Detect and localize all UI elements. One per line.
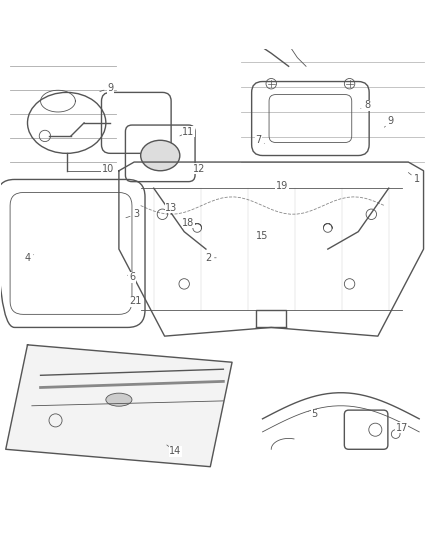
Text: 10: 10	[102, 164, 114, 174]
Text: 1: 1	[408, 173, 420, 184]
Text: 8: 8	[361, 100, 370, 110]
Ellipse shape	[141, 140, 180, 171]
Text: 14: 14	[167, 445, 182, 456]
Text: 6: 6	[127, 272, 135, 282]
Text: 9: 9	[100, 83, 113, 93]
Ellipse shape	[106, 393, 132, 406]
Text: 17: 17	[396, 423, 408, 433]
Polygon shape	[6, 345, 232, 467]
Text: 19: 19	[276, 181, 288, 191]
Text: 18: 18	[182, 218, 194, 228]
Text: 12: 12	[193, 164, 205, 174]
Text: 11: 11	[180, 126, 194, 136]
Text: 4: 4	[25, 253, 34, 263]
Text: 5: 5	[308, 409, 318, 419]
Text: 13: 13	[165, 203, 177, 213]
Text: 7: 7	[255, 135, 265, 146]
Text: 15: 15	[256, 231, 268, 241]
Text: 2: 2	[205, 253, 216, 263]
Text: 9: 9	[385, 116, 394, 127]
Text: 21: 21	[129, 296, 141, 306]
Text: 3: 3	[126, 209, 139, 219]
